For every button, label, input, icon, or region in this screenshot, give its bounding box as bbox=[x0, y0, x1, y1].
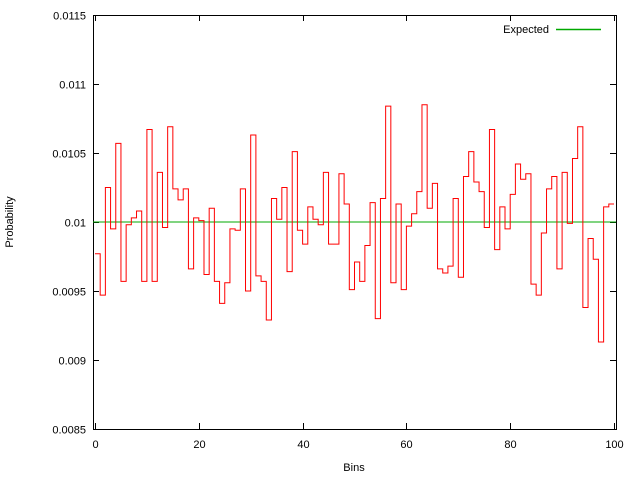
x-tick-label: 0 bbox=[92, 439, 98, 451]
y-tick-label: 0.011 bbox=[59, 80, 86, 92]
x-tick-label: 100 bbox=[605, 439, 623, 451]
y-tick-label: 0.009 bbox=[58, 356, 86, 368]
x-tick-label: 60 bbox=[400, 439, 412, 451]
legend-label: Expected bbox=[503, 24, 549, 36]
y-tick-labels: 0.0085 0.009 0.0095 0.01 0.0105 0.011 0.0115 bbox=[52, 11, 86, 437]
y-tick-label: 0.0105 bbox=[52, 149, 86, 161]
y-tick-label: 0.0095 bbox=[52, 287, 86, 299]
y-tick-label: 0.0115 bbox=[53, 11, 86, 23]
legend: Expected bbox=[503, 24, 601, 36]
x-tick-label: 80 bbox=[504, 439, 516, 451]
histogram-series-line bbox=[95, 104, 614, 343]
histogram-step-path bbox=[95, 104, 614, 343]
y-tick-label: 0.0085 bbox=[52, 425, 86, 437]
axis-ticks bbox=[93, 15, 616, 430]
x-tick-labels: 0 20 40 60 80 100 bbox=[92, 439, 623, 451]
y-axis-title: Probability bbox=[4, 196, 16, 248]
x-axis-title: Bins bbox=[343, 462, 365, 474]
y-tick-label: 0.01 bbox=[65, 218, 86, 230]
x-tick-label: 20 bbox=[193, 439, 205, 451]
x-tick-label: 40 bbox=[297, 439, 309, 451]
